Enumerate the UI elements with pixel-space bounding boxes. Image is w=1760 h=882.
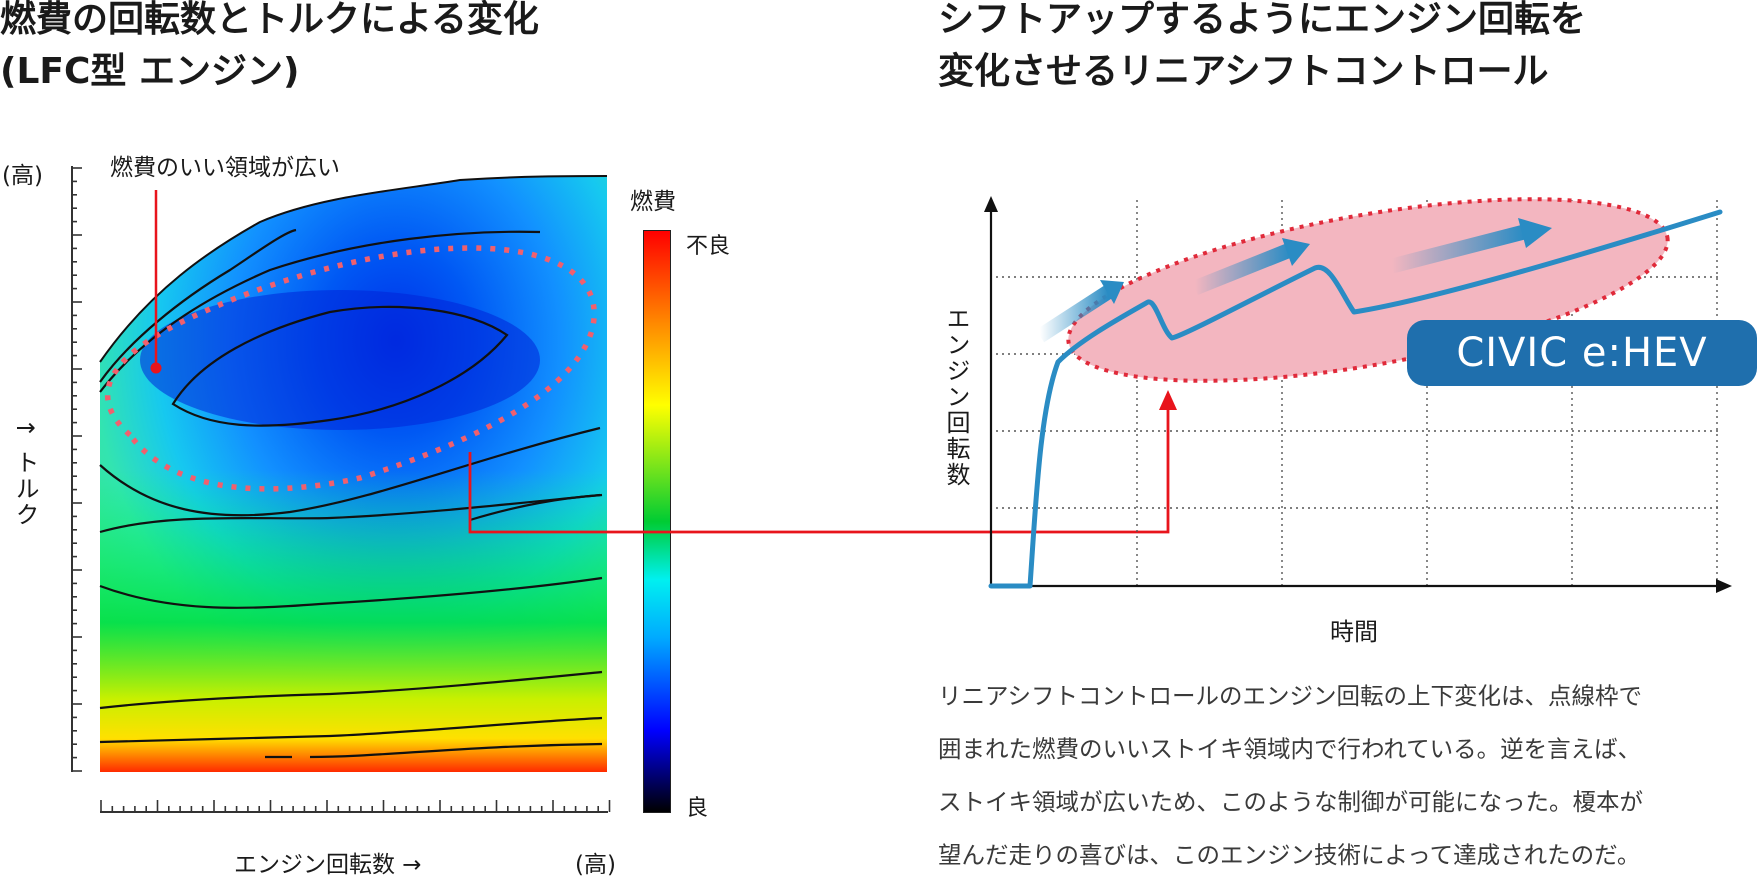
map-title-line2: (LFC型 エンジン) — [0, 51, 300, 92]
map-annotation: 燃費のいい領域が広い — [110, 155, 340, 181]
map-title-line1: 燃費の回転数とトルクによる変化 — [0, 0, 539, 40]
graph-title-line1: シフトアップするようにエンジン回転を — [938, 0, 1587, 40]
colorbar — [643, 230, 671, 813]
civic-ehev-badge: CIVIC e:HEV — [1407, 320, 1757, 386]
description-line-2: 囲まれた燃費のいいストイキ領域内で行われている。逆を言えば、 — [938, 735, 1642, 763]
graph-title-line2: 変化させるリニアシフトコントロール — [938, 51, 1549, 92]
engine-rpm-curve — [988, 209, 1723, 589]
map-y-high-label: (高) — [2, 163, 43, 189]
graph-axes — [984, 196, 1732, 593]
colorbar-title: 燃費 — [630, 189, 676, 215]
map-x-high-label: (高) — [575, 852, 616, 878]
shift-arrows — [1035, 218, 1552, 343]
map-top-edge — [99, 175, 608, 363]
graph-y-axis-label: エンジン回転数 — [942, 306, 970, 488]
connector-arrow-head — [1159, 390, 1177, 410]
graph-x-axis-label: 時間 — [1330, 618, 1378, 646]
fuel-map — [100, 176, 607, 772]
description-line-1: リニアシフトコントロールのエンジン回転の上下変化は、点線枠で — [938, 682, 1643, 710]
map-y-ticks — [72, 167, 82, 772]
colorbar-bottom-label: 良 — [686, 796, 709, 821]
map-x-ticks — [100, 800, 611, 812]
annotation-pointer-dot — [150, 362, 162, 374]
connector-line — [468, 398, 1170, 534]
map-y-axis-label: ↑ トルク — [11, 418, 39, 528]
description-line-4: 望んだ走りの喜びは、このエンジン技術によって達成されたのだ。 — [938, 841, 1641, 869]
map-axes — [71, 166, 608, 813]
map-x-axis-label: エンジン回転数 → — [234, 852, 422, 878]
description-line-3: ストイキ領域が広いため、このような制御が可能になった。榎本が — [938, 788, 1643, 816]
stoich-region-ellipse — [1066, 197, 1670, 383]
colorbar-top-label: 不良 — [686, 234, 731, 259]
